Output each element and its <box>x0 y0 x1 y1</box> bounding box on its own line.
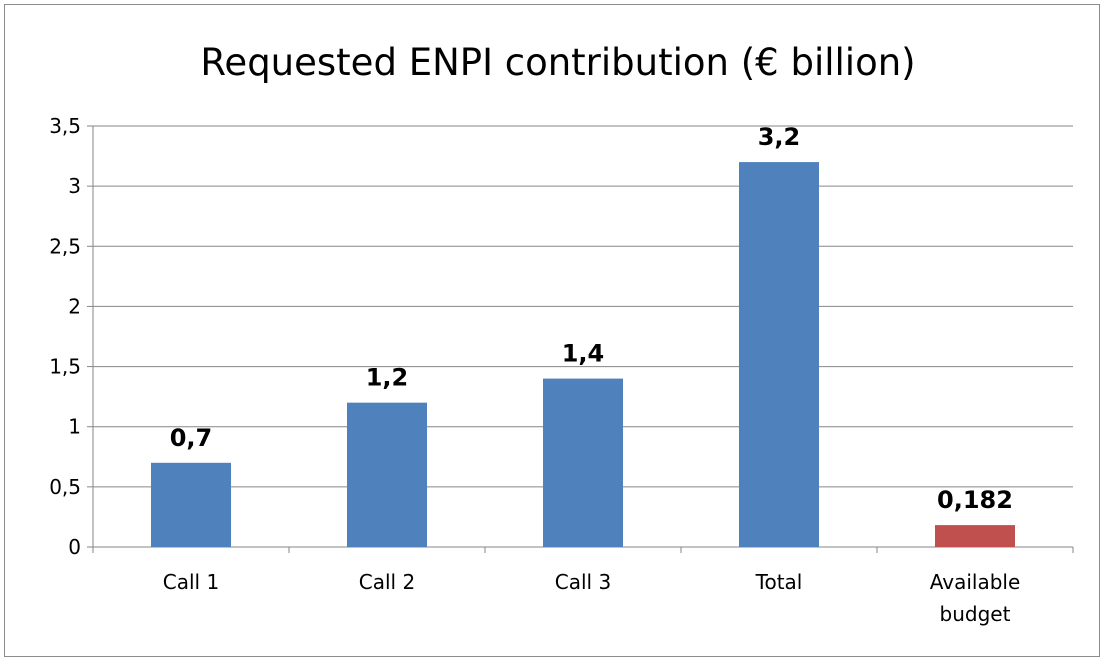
y-tick-label: 2 <box>68 294 81 318</box>
bars <box>151 162 1015 548</box>
bar <box>151 462 231 547</box>
y-tick-label: 2,5 <box>49 234 81 258</box>
y-tick-label: 0 <box>68 535 81 559</box>
data-label: 3,2 <box>758 123 801 151</box>
axes: 0 0,5 1 1,5 2 2,5 3 3,5 Call 1 Call 2 Call 3 Total A… <box>49 114 1074 626</box>
y-tick-label: 1 <box>68 415 81 439</box>
bar-chart: Requested ENPI contribution (€ billion) … <box>49 41 1074 626</box>
y-tick-label: 0,5 <box>49 475 81 499</box>
bar <box>739 162 819 548</box>
data-label: 0,182 <box>937 486 1013 514</box>
data-labels: 0,7 1,2 1,4 3,2 0,182 <box>170 123 1013 514</box>
bar <box>543 378 623 547</box>
x-category-label: Available budget <box>930 570 1021 626</box>
y-tick-label: 3 <box>68 174 81 198</box>
x-category-label: Call 3 <box>555 570 611 594</box>
y-tick-label: 3,5 <box>49 114 81 138</box>
bar <box>935 525 1015 547</box>
x-category-label: Call 2 <box>359 570 415 594</box>
data-label: 0,7 <box>170 424 213 452</box>
gridlines <box>93 125 1073 488</box>
data-label: 1,4 <box>562 340 605 368</box>
chart-frame: Requested ENPI contribution (€ billion) … <box>4 4 1100 657</box>
x-category-label: Total <box>755 570 803 594</box>
bar <box>347 402 427 547</box>
data-label: 1,2 <box>366 364 409 392</box>
y-tick-label: 1,5 <box>49 355 81 379</box>
x-category-label: Call 1 <box>163 570 219 594</box>
chart-title: Requested ENPI contribution (€ billion) <box>200 41 915 84</box>
